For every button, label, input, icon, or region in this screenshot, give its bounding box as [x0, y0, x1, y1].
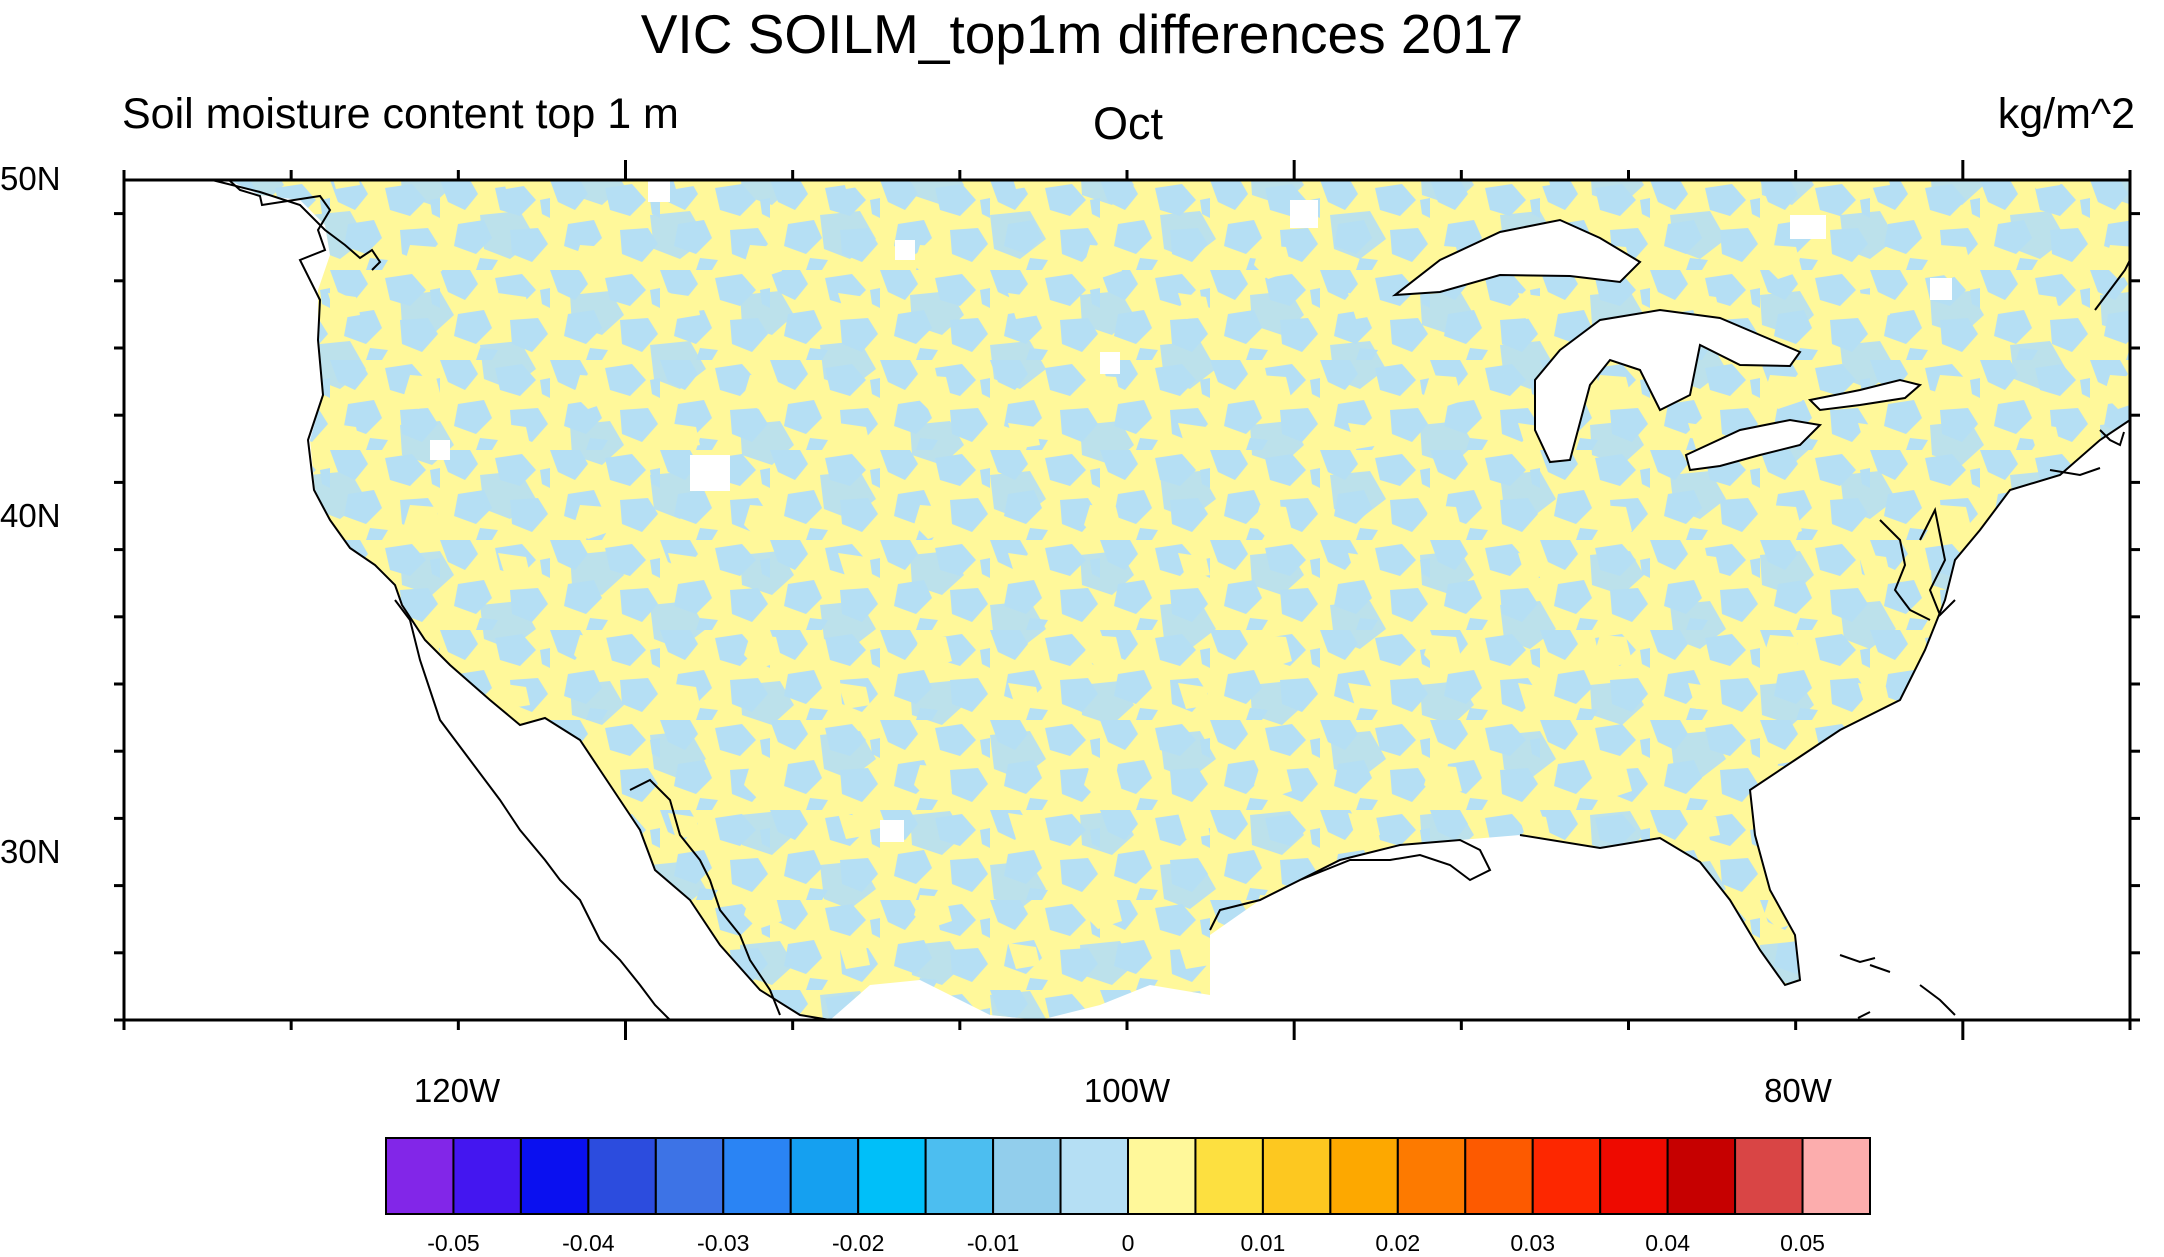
colorbar-box: [385, 1137, 455, 1215]
colorbar-box: [1734, 1137, 1804, 1215]
colorbar-label: -0.01: [966, 1230, 1020, 1256]
colorbar-box: [1666, 1137, 1737, 1215]
lat-label-30n: 30N: [0, 833, 61, 870]
plot-title: VIC SOILM_top1m differences 2017: [640, 3, 1524, 65]
units-label: kg/m^2: [1997, 90, 2135, 138]
colorbar-label: 0: [1121, 1230, 1135, 1256]
lon-label-120w: 120W: [413, 1072, 501, 1109]
lon-label-80w: 80W: [1764, 1072, 1832, 1109]
colorbar-box: [654, 1137, 725, 1215]
colorbar-label: 0.04: [1645, 1230, 1690, 1256]
colorbar-box: [587, 1137, 657, 1215]
colorbar-box: [1801, 1137, 1871, 1215]
colorbar-box: [452, 1137, 522, 1215]
colorbar-box: [924, 1137, 995, 1215]
colorbar-box: [722, 1137, 792, 1215]
colorbar-label: -0.05: [427, 1230, 480, 1256]
colorbar-box: [1059, 1137, 1129, 1215]
colorbar-box: [857, 1137, 927, 1215]
lat-label-50n: 50N: [0, 160, 61, 197]
colorbar-box: [1531, 1137, 1602, 1215]
colorbar-box: [1396, 1137, 1467, 1215]
colorbar-box: [789, 1137, 860, 1215]
colorbar-box: [1599, 1137, 1669, 1215]
colorbar-label: -0.03: [697, 1230, 750, 1256]
colorbar-box: [1194, 1137, 1264, 1215]
lat-label-40n: 40N: [0, 497, 61, 534]
colorbar-label: 0.05: [1780, 1230, 1825, 1256]
colorbar-label: 0.03: [1510, 1230, 1556, 1256]
month-label: Oct: [1092, 98, 1163, 149]
colorbar-label: -0.04: [562, 1230, 615, 1256]
variable-description: Soil moisture content top 1 m: [122, 90, 679, 138]
colorbar-box: [992, 1137, 1062, 1215]
colorbar-box: [1127, 1137, 1197, 1215]
colorbar-label: -0.02: [831, 1230, 885, 1256]
colorbar-label: 0.02: [1375, 1230, 1421, 1256]
colorbar-label: 0.01: [1240, 1230, 1286, 1256]
colorbar-box: [1464, 1137, 1534, 1215]
colorbar-box: [519, 1137, 590, 1215]
colorbar-box: [1329, 1137, 1399, 1215]
colorbar-box: [1261, 1137, 1332, 1215]
lon-label-100w: 100W: [1083, 1072, 1171, 1109]
